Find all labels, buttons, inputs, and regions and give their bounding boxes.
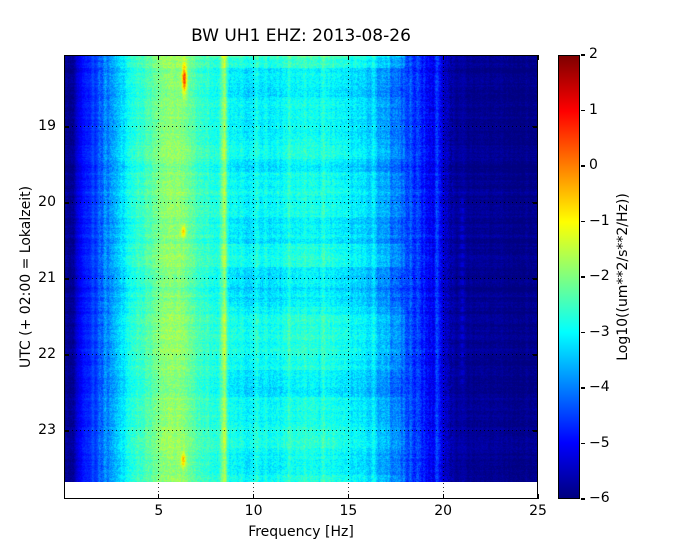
y-tick-label: 19: [38, 117, 56, 134]
colorbar-tick: [581, 442, 585, 445]
x-tick: [347, 55, 350, 60]
plot-area: [64, 55, 539, 499]
colorbar-label: Log10((um**2/s**2/Hz)): [615, 193, 631, 361]
x-axis-label: Frequency [Hz]: [248, 524, 354, 540]
colorbar-tick: [581, 165, 585, 167]
x-grid-line: [442, 55, 444, 499]
x-tick-label: 10: [244, 503, 263, 519]
y-tick: [533, 278, 538, 280]
colorbar-tick-label: −1: [589, 212, 610, 229]
y-tick: [64, 278, 69, 280]
y-tick-label: 21: [38, 269, 56, 286]
y-grid-line: [64, 202, 538, 204]
y-tick: [64, 126, 69, 128]
x-tick: [252, 494, 255, 499]
y-tick: [533, 430, 538, 432]
y-tick: [64, 430, 69, 432]
x-grid-line: [347, 55, 349, 499]
colorbar-tick-label: −2: [589, 268, 610, 284]
x-grid-line: [158, 55, 160, 499]
x-tick: [442, 55, 444, 60]
y-grid-line: [64, 354, 538, 356]
colorbar: [558, 55, 580, 499]
spectrogram-heatmap: [64, 55, 538, 482]
colorbar-tick-label: −6: [589, 490, 610, 506]
colorbar-tick-label: 1: [589, 101, 598, 118]
colorbar-tick-label: −4: [589, 379, 610, 395]
y-tick: [533, 126, 538, 128]
colorbar-tick-label: −3: [589, 323, 610, 340]
colorbar-tick: [581, 54, 585, 56]
x-tick: [537, 55, 539, 60]
y-tick-label: 23: [38, 421, 56, 438]
colorbar-tick: [581, 331, 585, 334]
x-tick: [442, 494, 444, 499]
colorbar-tick: [581, 109, 585, 112]
colorbar-tick-label: −5: [589, 434, 610, 451]
x-tick: [158, 55, 160, 60]
y-tick-label: 22: [38, 345, 56, 362]
colorbar-tick-label: 0: [589, 157, 598, 173]
y-tick: [533, 202, 538, 204]
y-tick: [64, 354, 69, 356]
x-tick-label: 15: [339, 503, 358, 519]
plot-title: BW UH1 EHZ: 2013-08-26: [191, 26, 411, 46]
x-tick-label: 25: [529, 503, 547, 519]
colorbar-tick: [581, 387, 585, 389]
colorbar-tick: [581, 498, 585, 500]
y-grid-line: [64, 278, 538, 280]
y-tick: [533, 354, 538, 356]
y-tick: [64, 202, 69, 204]
x-grid-line: [253, 55, 255, 499]
x-tick: [252, 55, 255, 60]
y-grid-line: [64, 126, 538, 128]
x-tick: [158, 494, 160, 499]
x-tick-label: 5: [154, 503, 164, 519]
colorbar-tick-label: 2: [589, 46, 598, 62]
x-tick-label: 20: [434, 503, 453, 519]
x-tick: [347, 494, 350, 499]
x-tick: [537, 494, 539, 499]
y-tick-label: 20: [38, 193, 56, 210]
colorbar-tick: [581, 276, 585, 278]
y-grid-line: [64, 430, 538, 432]
colorbar-tick: [581, 220, 585, 223]
